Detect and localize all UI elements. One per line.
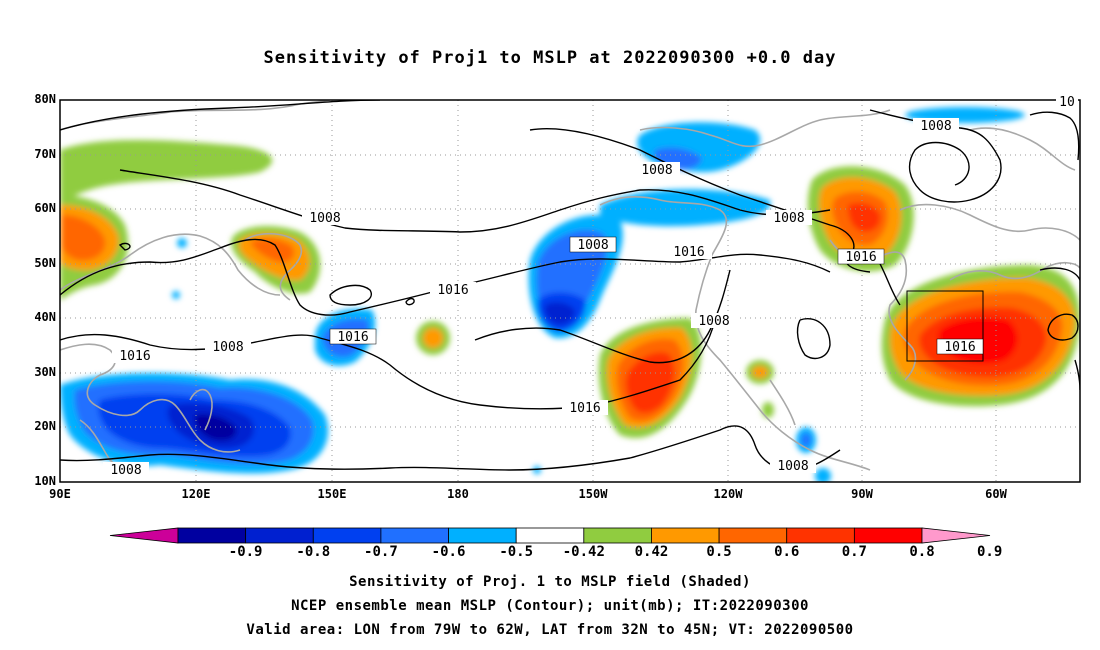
contour-label: 1008: [913, 118, 959, 134]
svg-text:1008: 1008: [698, 314, 729, 329]
svg-text:1008: 1008: [212, 340, 243, 355]
colorbar-segment: [380, 527, 449, 544]
footer-line-1: Sensitivity of Proj. 1 to MSLP field (Sh…: [349, 574, 751, 590]
negative-sensitivity-shading: [60, 107, 1025, 482]
colorbar-segment: [312, 527, 382, 544]
colorbar-tick-label: -0.7: [364, 544, 398, 560]
contour-label: 1016: [936, 338, 984, 355]
colorbar-tick-label: 0.9: [976, 544, 1003, 560]
contour-label: 1008: [205, 339, 251, 355]
colorbar-left-triangle: [109, 527, 179, 544]
contour-label: 1016: [837, 248, 885, 265]
colorbar-tick-label: 0.6: [774, 544, 800, 560]
svg-text:1016: 1016: [845, 250, 876, 265]
svg-text:1008: 1008: [309, 211, 340, 226]
colorbar-tick-label: 0.8: [909, 544, 935, 560]
svg-text:1016: 1016: [944, 340, 975, 355]
map-title: Sensitivity of Proj1 to MSLP at 20220903…: [263, 48, 837, 68]
colorbar-right-triangle: [921, 527, 991, 544]
contour-label: 1008: [766, 210, 812, 226]
lon-label-120e: 120E: [181, 487, 211, 501]
lon-label-90w: 90W: [851, 487, 873, 501]
colorbar-tick-label: 0.42: [634, 544, 669, 560]
colorbar-tick-label: -0.9: [228, 544, 263, 560]
colorbar-tick-label: -0.8: [296, 544, 331, 560]
colorbar-segment: [718, 527, 788, 544]
colorbar-segment: [786, 527, 855, 544]
footer-line-2: NCEP ensemble mean MSLP (Contour); unit(…: [291, 598, 809, 614]
contour-label: 1008: [103, 462, 149, 478]
lon-label-120w: 120W: [713, 487, 743, 501]
lat-label-20n: 20N: [34, 419, 56, 433]
colorbar-segment: [651, 527, 720, 544]
lat-label-60n: 60N: [34, 201, 56, 215]
map-frame: [59, 99, 1081, 483]
contour-label: 1016: [430, 282, 476, 298]
colorbar-tick-label: -0.6: [431, 544, 466, 560]
lon-label-60w: 60W: [985, 487, 1007, 501]
contour-label: 1008: [302, 210, 348, 226]
contour-label: 1008: [691, 313, 737, 329]
svg-text:1016: 1016: [437, 283, 468, 298]
svg-text:1008: 1008: [641, 163, 672, 178]
positive-sensitivity-shading: [60, 140, 1080, 439]
svg-text:1008: 1008: [577, 238, 608, 253]
svg-text:1008: 1008: [110, 463, 141, 478]
contour-label: 1016: [329, 328, 377, 345]
colorbar-segment: [515, 527, 585, 544]
colorbar-tick-label: 0.7: [841, 544, 867, 560]
lat-label-70n: 70N: [34, 147, 56, 161]
svg-text:1008: 1008: [777, 459, 808, 474]
contour-label: 1008: [634, 162, 680, 178]
colorbar-segment: [853, 527, 923, 544]
lat-label-40n: 40N: [34, 310, 56, 324]
lat-label-50n: 50N: [34, 256, 56, 270]
contour-label: 10: [1056, 94, 1078, 110]
svg-text:1016: 1016: [673, 245, 704, 260]
colorbar-segment: [583, 527, 652, 544]
svg-text:1016: 1016: [569, 401, 600, 416]
lon-label-150e: 150E: [317, 487, 347, 501]
colorbar-tick-label: -0.42: [562, 544, 605, 560]
colorbar-tick-label: 0.5: [706, 544, 732, 560]
svg-text:1016: 1016: [337, 330, 368, 345]
contour-label: 1016: [112, 348, 158, 364]
contour-label: 1008: [569, 236, 617, 253]
lat-label-80n: 80N: [34, 92, 56, 106]
footer-line-3: Valid area: LON from 79W to 62W, LAT fro…: [246, 622, 854, 638]
lat-label-30n: 30N: [34, 365, 56, 379]
colorbar-segment: [177, 527, 247, 544]
contour-label: 1008: [770, 458, 816, 474]
lon-label-150w: 150W: [578, 487, 608, 501]
contour-label: 1016: [666, 244, 712, 260]
lat-label-10n: 10N: [34, 474, 56, 488]
svg-text:1008: 1008: [920, 119, 951, 134]
mslp-contours: [60, 100, 1080, 471]
colorbar-segment: [448, 527, 517, 544]
svg-text:10: 10: [1059, 95, 1075, 110]
contour-label: 1016: [562, 400, 608, 416]
colorbar-tick-label: -0.5: [499, 544, 534, 560]
lon-label-180: 180: [447, 487, 469, 501]
svg-text:1008: 1008: [773, 211, 804, 226]
svg-text:1016: 1016: [119, 349, 150, 364]
lon-label-90e: 90E: [49, 487, 71, 501]
colorbar-segment: [245, 527, 314, 544]
valid-area-box: [906, 290, 984, 362]
